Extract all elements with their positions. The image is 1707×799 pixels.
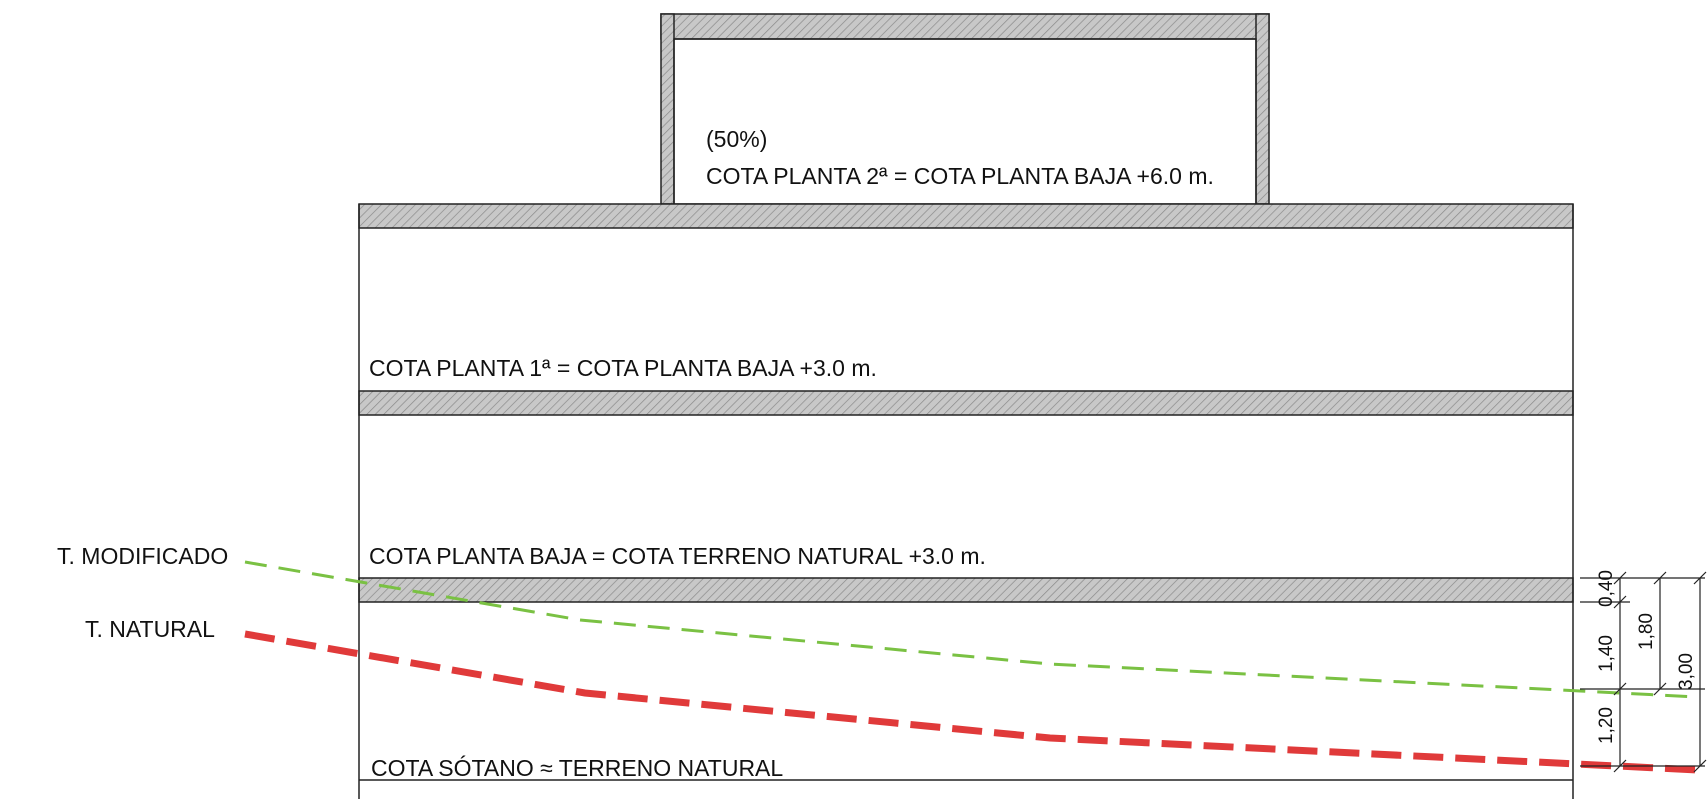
ground-floor-slab: [358, 577, 1574, 603]
dimension-3-00: 3,00: [1676, 653, 1697, 690]
floor2-level-label: COTA PLANTA 2ª = COTA PLANTA BAJA +6.0 m…: [706, 163, 1214, 189]
floor1-slab: [358, 390, 1574, 416]
dimension-1-20: 1,20: [1596, 707, 1617, 744]
natural-terrain-label: T. NATURAL: [85, 616, 215, 642]
modified-terrain-label: T. MODIFICADO: [57, 543, 228, 569]
ground-floor-level-label: COTA PLANTA BAJA = COTA TERRENO NATURAL …: [369, 543, 986, 569]
natural-terrain-line: [244, 630, 1699, 774]
floor1-level-label: COTA PLANTA 1ª = COTA PLANTA BAJA +3.0 m…: [369, 355, 877, 381]
basement-level-label: COTA SÓTANO ≈ TERRENO NATURAL: [371, 755, 783, 781]
dimension-annotations: [1580, 571, 1707, 773]
floor2-slab: [358, 203, 1574, 229]
modified-terrain-line: [244, 560, 1699, 699]
floor2-percent-label: (50%): [706, 126, 767, 152]
dimension-1-40: 1,40: [1596, 635, 1617, 672]
top-floor-structure: [660, 13, 1270, 205]
top-floor-roof-slab: [660, 13, 1270, 40]
dimension-0-40: 0,40: [1596, 570, 1617, 607]
top-floor-right-wall: [1255, 13, 1270, 205]
dimension-1-80: 1,80: [1636, 613, 1657, 650]
top-floor-left-wall: [660, 13, 675, 205]
